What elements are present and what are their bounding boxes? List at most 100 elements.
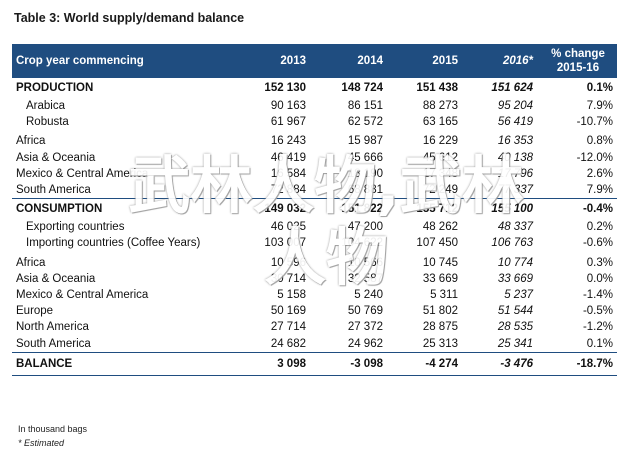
header-year-2013: 2013 xyxy=(228,44,312,78)
value-cell: 48 262 xyxy=(422,221,458,234)
estimated-note: * Estimated xyxy=(18,438,65,448)
value-cell: 15 987 xyxy=(347,135,383,148)
value-cell: 90 163 xyxy=(270,100,306,113)
value-cell: 151 438 xyxy=(416,82,458,94)
change-cell: 0.1% xyxy=(586,82,613,94)
value-cell: 3 098 xyxy=(228,351,312,376)
value-cell: 151 822 xyxy=(312,198,389,220)
value-cell: 5 237 xyxy=(504,288,533,301)
value-cell: 88 273 xyxy=(422,100,458,113)
value-cell: 24 682 xyxy=(270,337,306,350)
value-cell: 48 337 xyxy=(497,221,533,234)
value-cell: 72 249 xyxy=(422,184,458,197)
row-label: Mexico & Central America xyxy=(16,167,149,180)
table-row: Asia & Oceania 46 419 45 666 45 612 40 138 -1… xyxy=(12,150,617,166)
value-cell: 72 884 xyxy=(270,184,306,197)
value-cell: 151 624 xyxy=(491,82,533,94)
value-cell: 77 337 xyxy=(497,184,533,197)
row-label: North America xyxy=(16,321,89,334)
change-cell: 0.1% xyxy=(586,337,613,350)
row-label: Europe xyxy=(16,305,54,318)
value-cell: 45 612 xyxy=(422,151,458,164)
value-cell: 10 774 xyxy=(497,256,533,269)
change-cell: -0.6% xyxy=(582,237,613,250)
table-row: Asia & Oceania 30 714 32 587 33 669 33 669 0.… xyxy=(12,271,617,287)
value-cell: 86 151 xyxy=(347,100,383,113)
value-cell: 17 348 xyxy=(422,167,458,180)
change-cell: 7.9% xyxy=(586,100,613,113)
table-body: PRODUCTION 152 130 148 724 151 438 151 624 0.… xyxy=(12,78,617,376)
section-row: PRODUCTION 152 130 148 724 151 438 151 624 0.… xyxy=(12,78,617,98)
row-label: Arabica xyxy=(26,100,65,113)
value-cell: 46 419 xyxy=(270,151,306,164)
table-row: South America 24 682 24 962 25 313 25 341 0.1… xyxy=(12,335,617,352)
change-cell: -0.5% xyxy=(582,305,613,318)
value-cell: 47 200 xyxy=(347,221,383,234)
value-cell: 95 204 xyxy=(497,100,533,113)
row-label: Exporting countries xyxy=(26,221,125,234)
row-label: Asia & Oceania xyxy=(16,151,96,164)
balance-row: BALANCE 3 098 -3 098 -4 274 -3 476 -18.7% xyxy=(12,351,617,376)
value-cell: 148 724 xyxy=(341,82,383,94)
header-label: Crop year commencing xyxy=(12,44,228,78)
value-cell: 32 587 xyxy=(347,272,383,285)
value-cell: 56 419 xyxy=(497,116,533,129)
value-cell: 5 311 xyxy=(430,288,458,301)
value-cell: 51 544 xyxy=(497,305,533,318)
value-cell: 106 763 xyxy=(491,237,533,250)
value-cell: 27 714 xyxy=(270,321,306,334)
value-cell: 68 881 xyxy=(347,184,383,197)
change-cell: -1.4% xyxy=(582,288,613,301)
change-cell: 0.8% xyxy=(586,135,613,148)
header-change-line2: 2015-16 xyxy=(556,62,600,74)
value-cell: 25 341 xyxy=(497,337,533,350)
table-notes: In thousand bags * Estimated xyxy=(18,422,87,450)
section-row: CONSUMPTION 149 032 151 822 155 712 155 100-… xyxy=(12,198,617,220)
value-cell: 5 158 xyxy=(277,288,306,301)
value-cell: 107 450 xyxy=(416,237,458,250)
row-label: BALANCE xyxy=(12,351,228,376)
table-row: Mexico & Central America 5 158 5 240 5 311 5… xyxy=(12,287,617,303)
change-cell: -18.7% xyxy=(539,351,617,376)
row-label: Mexico & Central America xyxy=(16,288,149,301)
value-cell: 28 535 xyxy=(497,321,533,334)
change-cell: -1.2% xyxy=(582,321,613,334)
table-row: Europe 50 169 50 769 51 802 51 544 -0.5% xyxy=(12,303,617,319)
value-cell: 25 313 xyxy=(422,337,458,350)
row-label: Robusta xyxy=(26,116,69,129)
row-label: Asia & Oceania xyxy=(16,272,96,285)
row-label: Africa xyxy=(16,256,46,269)
supply-demand-table: Crop year commencing 2013 2014 2015 2016… xyxy=(12,44,617,376)
value-cell: 33 669 xyxy=(422,272,458,285)
value-cell: 152 130 xyxy=(264,82,306,94)
value-cell: -3 476 xyxy=(464,351,539,376)
change-cell: -10.7% xyxy=(576,116,613,129)
row-label: Africa xyxy=(16,135,46,148)
value-cell: 16 229 xyxy=(422,135,458,148)
row-label: Importing countries (Coffee Years) xyxy=(26,237,201,250)
table-title: Table 3: World supply/demand balance xyxy=(14,11,245,25)
row-label: CONSUMPTION xyxy=(12,198,228,220)
value-cell: 10 745 xyxy=(422,256,458,269)
table-row: Exporting countries 46 025 47 200 48 262 48 … xyxy=(12,219,617,235)
value-cell: 5 240 xyxy=(354,288,383,301)
value-cell: 50 169 xyxy=(270,305,306,318)
table-row: Africa 10 596 10 566 10 745 10 774 0.3% xyxy=(12,255,617,271)
change-cell: 7.9% xyxy=(586,184,613,197)
value-cell: 24 962 xyxy=(347,337,383,350)
value-cell: 16 353 xyxy=(497,135,533,148)
row-label: South America xyxy=(16,337,91,350)
header-year-2014: 2014 xyxy=(312,44,389,78)
table-row: Robusta 61 967 62 572 63 165 56 419 -10.7% xyxy=(12,114,617,130)
change-cell: -0.4% xyxy=(539,198,617,220)
change-cell: 2.6% xyxy=(586,167,613,180)
value-cell: 149 032 xyxy=(228,198,312,220)
change-cell: 0.2% xyxy=(586,221,613,234)
value-cell: 16 584 xyxy=(270,167,306,180)
header-year-2016: 2016* xyxy=(464,44,539,78)
table-row: Arabica 90 163 86 151 88 273 95 204 7.9% xyxy=(12,98,617,114)
value-cell: 155 712 xyxy=(389,198,464,220)
table-row: Mexico & Central America 16 584 18 190 17 3… xyxy=(12,166,617,182)
row-label: South America xyxy=(16,184,91,197)
value-cell: 18 190 xyxy=(347,167,383,180)
